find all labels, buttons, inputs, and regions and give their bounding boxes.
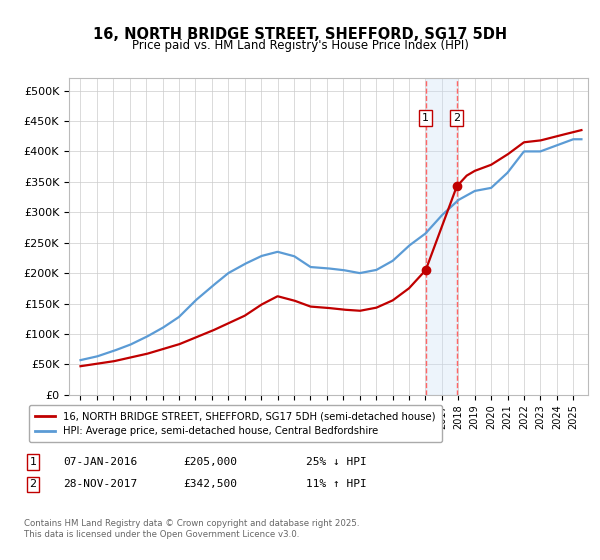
Text: £342,500: £342,500 — [183, 479, 237, 489]
Text: 28-NOV-2017: 28-NOV-2017 — [63, 479, 137, 489]
Text: 11% ↑ HPI: 11% ↑ HPI — [306, 479, 367, 489]
Bar — [426, 78, 457, 395]
Text: Price paid vs. HM Land Registry's House Price Index (HPI): Price paid vs. HM Land Registry's House … — [131, 39, 469, 53]
Text: 1: 1 — [422, 113, 429, 123]
Text: 1: 1 — [29, 457, 37, 467]
Text: £205,000: £205,000 — [183, 457, 237, 467]
Legend: 16, NORTH BRIDGE STREET, SHEFFORD, SG17 5DH (semi-detached house), HPI: Average : 16, NORTH BRIDGE STREET, SHEFFORD, SG17 … — [29, 405, 442, 442]
Text: 2: 2 — [453, 113, 460, 123]
Text: 07-JAN-2016: 07-JAN-2016 — [63, 457, 137, 467]
Text: 16, NORTH BRIDGE STREET, SHEFFORD, SG17 5DH: 16, NORTH BRIDGE STREET, SHEFFORD, SG17 … — [93, 27, 507, 42]
Text: Contains HM Land Registry data © Crown copyright and database right 2025.
This d: Contains HM Land Registry data © Crown c… — [24, 520, 359, 539]
Text: 2: 2 — [29, 479, 37, 489]
Text: 25% ↓ HPI: 25% ↓ HPI — [306, 457, 367, 467]
